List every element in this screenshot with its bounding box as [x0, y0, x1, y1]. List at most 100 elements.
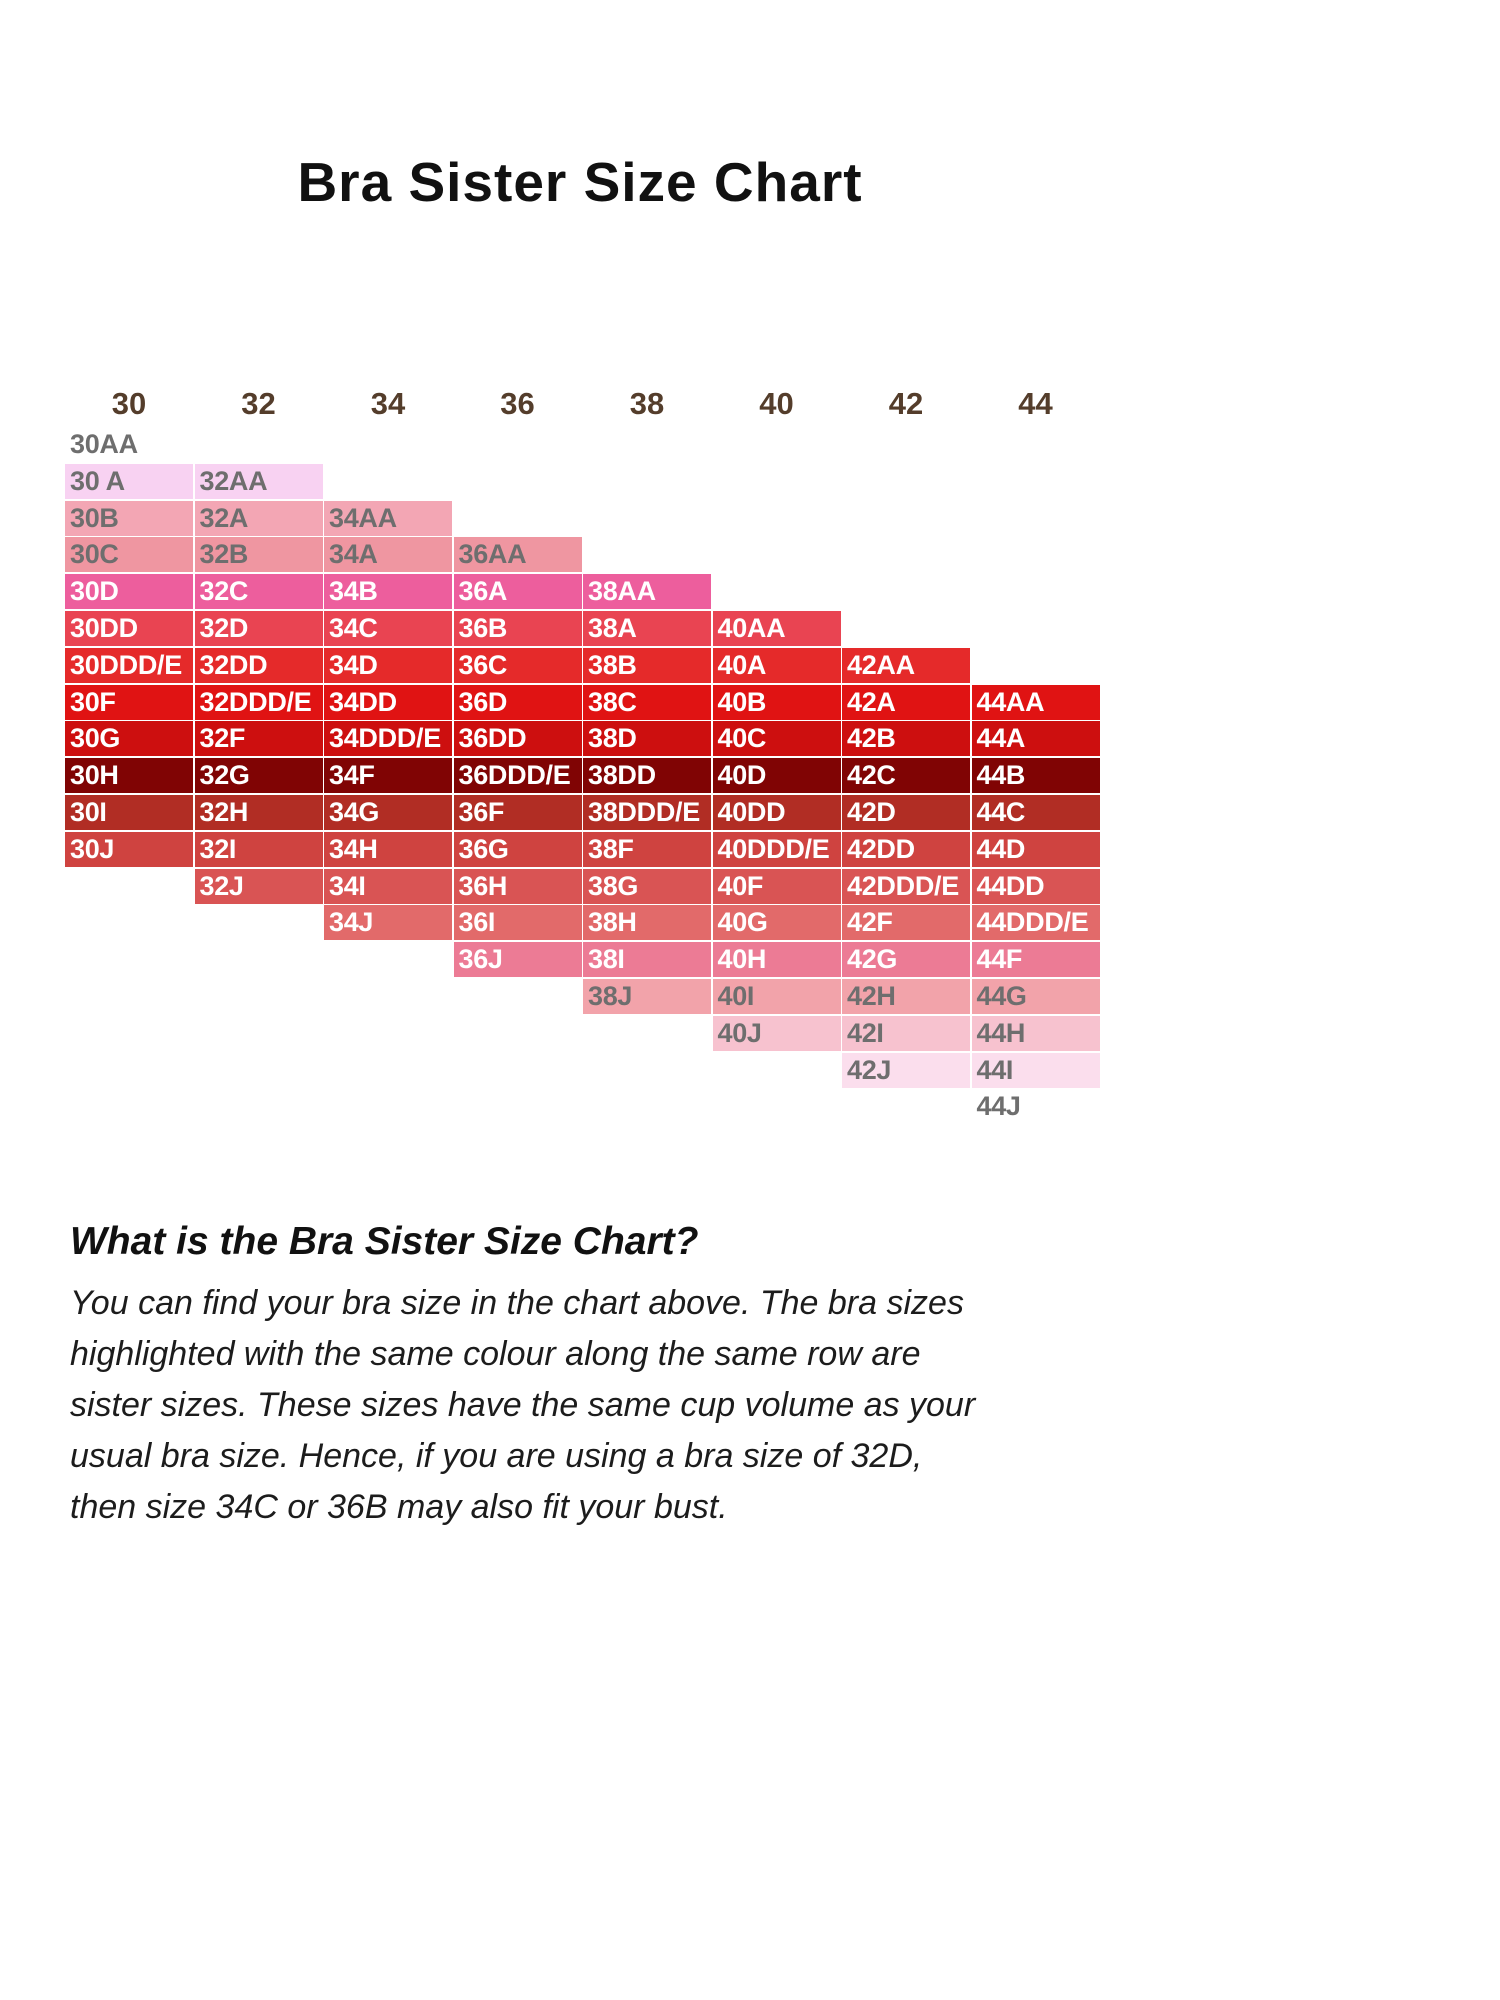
- size-cell: 42DDD/E: [841, 867, 971, 905]
- size-cell: 30C: [64, 536, 194, 574]
- size-cell: 38DD: [582, 757, 712, 795]
- size-cell: 38B: [582, 646, 712, 684]
- size-cell: 38I: [582, 941, 712, 979]
- size-cell: 38F: [582, 830, 712, 868]
- size-cell: 30H: [64, 757, 194, 795]
- size-cell: 40J: [711, 1014, 842, 1052]
- size-cell: 40A: [711, 646, 842, 684]
- size-cell: 38DDD/E: [582, 794, 712, 831]
- size-cell: 38AA: [582, 573, 712, 611]
- size-cell: 30DD: [64, 610, 194, 647]
- size-cell: 36G: [452, 830, 583, 868]
- size-cell: 34C: [323, 610, 453, 647]
- size-cell: 34J: [323, 904, 453, 942]
- size-cell: 34A: [323, 536, 453, 574]
- size-cell: 40DDD/E: [711, 830, 842, 868]
- size-cell: 44G: [970, 978, 1101, 1015]
- size-cell: 44I: [970, 1051, 1101, 1089]
- band-header-44: 44: [1018, 386, 1053, 421]
- size-cell: 32J: [193, 867, 324, 905]
- size-cell: 34D: [323, 646, 453, 684]
- size-cell: 36DDD/E: [452, 757, 583, 795]
- size-cell: 44A: [970, 720, 1101, 758]
- size-cell: 36DD: [452, 720, 583, 758]
- size-cell: 34F: [323, 757, 453, 795]
- size-cell: 36I: [452, 904, 583, 942]
- size-cell: 40D: [711, 757, 842, 795]
- size-cell: 42J: [841, 1051, 971, 1089]
- size-cell: 36D: [452, 683, 583, 721]
- band-header-38: 38: [629, 386, 665, 421]
- size-cell: 30B: [64, 499, 194, 537]
- size-cell: 40I: [711, 978, 842, 1015]
- size-cell: 32B: [193, 536, 324, 574]
- size-cell: 38A: [582, 610, 712, 647]
- info-line: usual bra size. Hence, if you are using …: [70, 1437, 923, 1475]
- size-cell: 32AA: [193, 462, 324, 500]
- size-cell: 34DD: [323, 683, 453, 721]
- size-cell: 44D: [970, 830, 1101, 868]
- size-cell: 42DD: [841, 830, 971, 868]
- size-cell: 30J: [64, 830, 194, 868]
- info-line: highlighted with the same colour along t…: [70, 1335, 921, 1373]
- size-cell: 44F: [970, 941, 1101, 979]
- size-cell: 32F: [193, 720, 324, 758]
- page-title: Bra Sister Size Chart: [297, 151, 863, 213]
- band-header-30: 30: [111, 386, 147, 421]
- size-cell: 30AA: [64, 426, 194, 463]
- size-cell: 40B: [711, 683, 842, 721]
- size-cell: 42F: [841, 904, 971, 942]
- size-cell: 30DDD/E: [64, 646, 194, 684]
- info-line: sister sizes. These sizes have the same …: [70, 1386, 976, 1424]
- size-cell: 34DDD/E: [323, 720, 453, 758]
- size-cell: 40C: [711, 720, 842, 758]
- size-cell: 42AA: [841, 646, 971, 684]
- size-cell: 34B: [323, 573, 453, 611]
- info-section: What is the Bra Sister Size Chart? You c…: [70, 1220, 1100, 1533]
- size-cell: 44DDD/E: [970, 904, 1101, 942]
- size-cell: 30G: [64, 720, 194, 758]
- size-cell: 30F: [64, 683, 194, 721]
- size-cell: 42G: [841, 941, 971, 979]
- size-cell: 42A: [841, 683, 971, 721]
- size-cell: 36A: [452, 573, 583, 611]
- size-cell: 36AA: [452, 536, 583, 574]
- size-cell: 42I: [841, 1014, 971, 1052]
- size-cell: 38C: [582, 683, 712, 721]
- band-header-40: 40: [759, 386, 794, 421]
- size-cell: 42C: [841, 757, 971, 795]
- size-cell: 34AA: [323, 499, 453, 537]
- band-header-36: 36: [500, 386, 535, 421]
- size-cell: 40H: [711, 941, 842, 979]
- size-cell: 44H: [970, 1014, 1101, 1052]
- size-cell: 44C: [970, 794, 1101, 831]
- info-heading: What is the Bra Sister Size Chart?: [70, 1220, 699, 1263]
- size-cell: 44B: [970, 757, 1101, 795]
- info-line: You can find your bra size in the chart …: [70, 1284, 964, 1322]
- size-cell: 38H: [582, 904, 712, 942]
- size-cell: 36H: [452, 867, 583, 905]
- size-cell: 32C: [193, 573, 324, 611]
- info-line: then size 34C or 36B may also fit your b…: [70, 1488, 728, 1526]
- band-header-42: 42: [888, 386, 924, 421]
- size-cell: 38D: [582, 720, 712, 758]
- size-cell: 42H: [841, 978, 971, 1015]
- size-cell: 36J: [452, 941, 583, 979]
- size-cell: 34H: [323, 830, 453, 868]
- size-cell: 32H: [193, 794, 324, 831]
- size-cell: 36B: [452, 610, 583, 647]
- size-cell: 38G: [582, 867, 712, 905]
- size-cell: 44DD: [970, 867, 1101, 905]
- band-header-34: 34: [370, 386, 406, 421]
- size-cell: 40AA: [711, 610, 842, 647]
- size-cell: 30I: [64, 794, 194, 831]
- size-cell: 30D: [64, 573, 194, 611]
- info-paragraph: You can find your bra size in the chart …: [70, 1278, 1100, 1533]
- size-cell: 30 A: [64, 462, 194, 500]
- size-cell: 44AA: [970, 683, 1101, 721]
- band-header-32: 32: [241, 386, 276, 421]
- size-cell: 34G: [323, 794, 453, 831]
- size-cell: 32DDD/E: [193, 683, 324, 721]
- size-cell: 36C: [452, 646, 583, 684]
